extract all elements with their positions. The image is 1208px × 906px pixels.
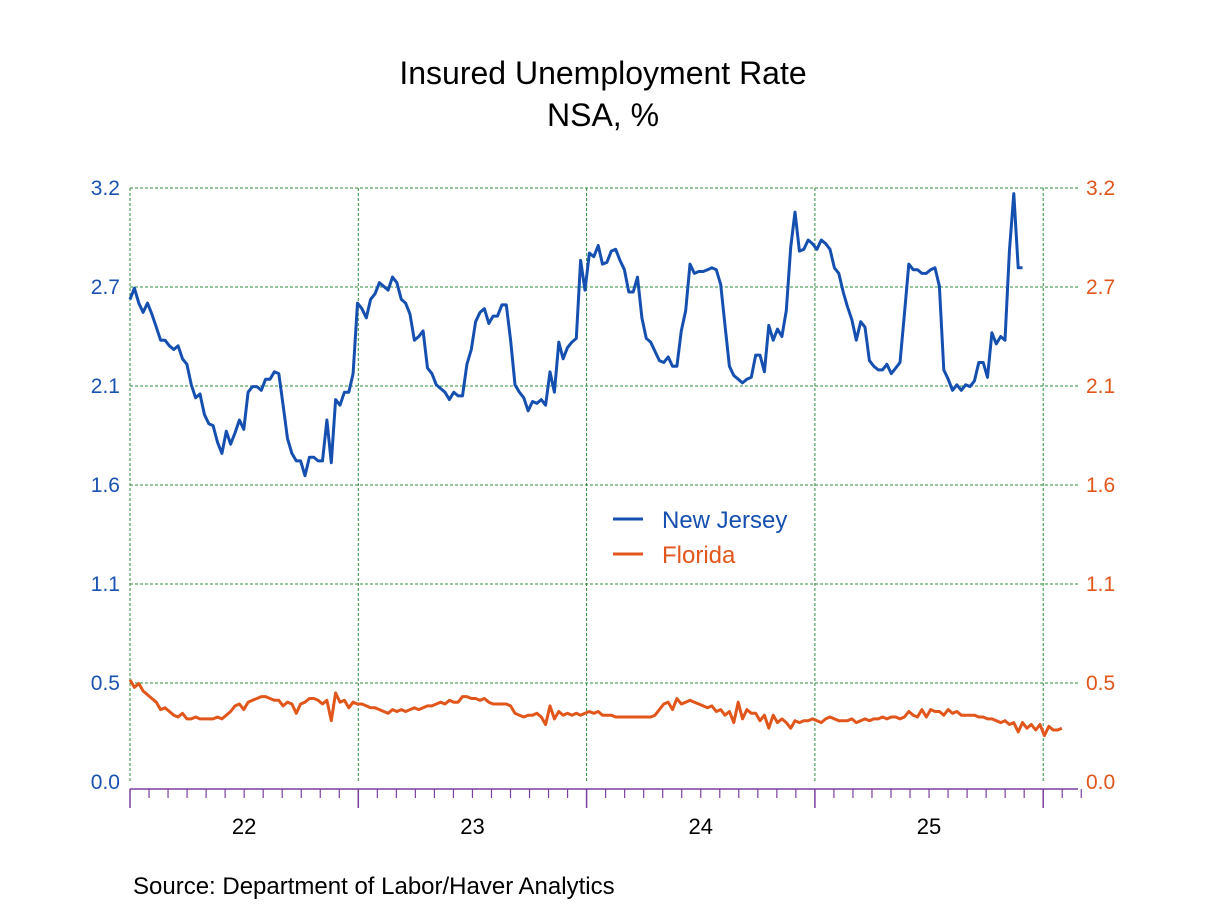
y-tick-label-left: 1.6: [91, 474, 120, 497]
series-line-new-jersey: [128, 192, 1023, 478]
y-tick-label-right: 2.7: [1086, 276, 1115, 299]
y-tick-label-right: 1.6: [1086, 474, 1115, 497]
y-tick-label-left: 2.7: [91, 276, 120, 299]
chart-subtitle: NSA, %: [547, 97, 659, 133]
y-tick-label-left: 0.5: [91, 672, 120, 695]
y-tick-label-left: 0.0: [91, 771, 120, 794]
y-tick-label-right: 3.2: [1086, 177, 1115, 200]
legend-label-new-jersey: New Jersey: [662, 507, 787, 534]
y-tick-label-left: 1.1: [91, 573, 120, 596]
legend: New Jersey Florida: [613, 507, 787, 569]
gridlines: [129, 187, 1078, 782]
source-note: Source: Department of Labor/Haver Analyt…: [133, 873, 615, 900]
y-axis-right-ticks: 0.0 0.5 1.1 1.6 2.1 2.7 3.2: [1086, 177, 1115, 794]
x-tick-label: 23: [460, 814, 484, 839]
axes: [129, 788, 1082, 808]
y-axis-left-ticks: 0.0 0.5 1.1 1.6 2.1 2.7 3.2: [91, 177, 120, 794]
x-tick-label: 24: [689, 814, 713, 839]
x-tick-label: 25: [917, 814, 941, 839]
y-tick-label-right: 0.5: [1086, 672, 1115, 695]
legend-label-florida: Florida: [662, 542, 736, 569]
series-line-florida: [128, 679, 1063, 738]
x-tick-label: 22: [232, 814, 256, 839]
y-tick-label-right: 2.1: [1086, 375, 1115, 398]
y-tick-label-right: 1.1: [1086, 573, 1115, 596]
y-tick-label-left: 3.2: [91, 177, 120, 200]
y-tick-label-left: 2.1: [91, 375, 120, 398]
chart-title: Insured Unemployment Rate: [399, 55, 806, 91]
x-axis-ticks: 22 23 24 25: [232, 814, 941, 839]
y-tick-label-right: 0.0: [1086, 771, 1115, 794]
series-lines: [128, 192, 1063, 738]
